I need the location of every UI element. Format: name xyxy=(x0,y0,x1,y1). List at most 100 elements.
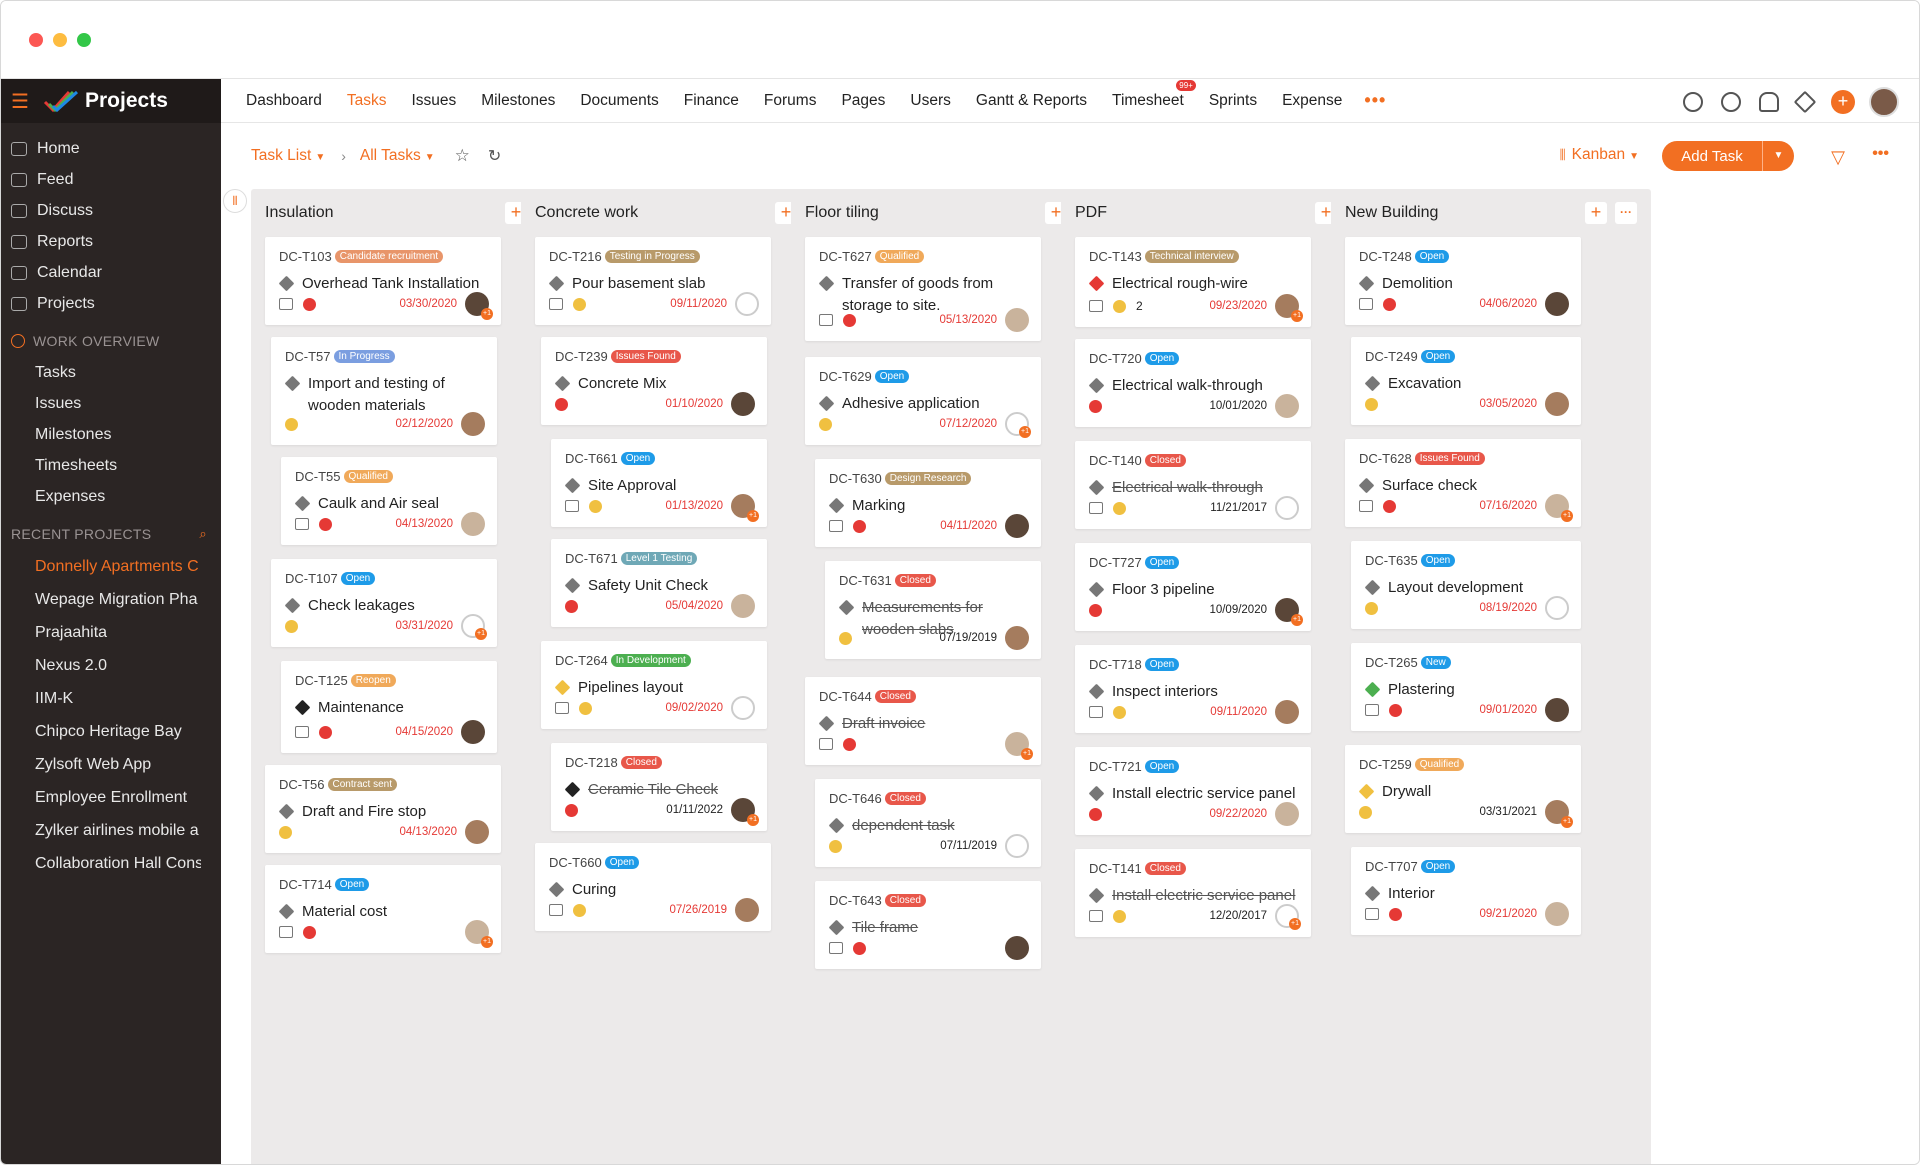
subtasks-icon[interactable] xyxy=(279,926,293,938)
task-card[interactable]: DC-T718 Open Inspect interiors 09/11/2020 xyxy=(1075,645,1311,733)
subtasks-icon[interactable] xyxy=(1365,908,1379,920)
sidebar-item-calendar[interactable]: Calendar xyxy=(1,257,221,288)
tab-users[interactable]: Users xyxy=(910,92,950,110)
task-card[interactable]: DC-T660 Open Curing 07/26/2019 xyxy=(535,843,771,931)
task-title[interactable]: Site Approval xyxy=(588,477,677,494)
status-badge[interactable]: Open xyxy=(1420,350,1456,363)
sidebar-item-reports[interactable]: Reports xyxy=(1,226,221,257)
assignee-avatar[interactable] xyxy=(735,292,759,316)
task-title[interactable]: Marking xyxy=(852,497,906,514)
assignee-avatar[interactable] xyxy=(1275,394,1299,418)
task-title[interactable]: Material cost xyxy=(302,903,388,920)
sidebar-item-projects[interactable]: Projects xyxy=(1,288,221,319)
status-badge[interactable]: Open xyxy=(1420,860,1456,873)
task-card[interactable]: DC-T707 Open Interior 09/21/2020 xyxy=(1351,847,1581,935)
status-badge[interactable]: Closed xyxy=(1144,862,1186,875)
task-card[interactable]: DC-T107 Open Check leakages 03/31/2020 +1 xyxy=(271,559,497,647)
assignee-avatar[interactable]: +1 xyxy=(1005,732,1033,760)
task-card[interactable]: DC-T727 Open Floor 3 pipeline 10/09/2020 +1 xyxy=(1075,543,1311,631)
tab-forums[interactable]: Forums xyxy=(764,92,817,110)
subtasks-icon[interactable] xyxy=(295,518,309,530)
task-card[interactable]: DC-T714 Open Material cost +1 xyxy=(265,865,501,953)
recent-project-item[interactable]: Donnelly Apartments C xyxy=(35,558,199,575)
status-badge[interactable]: Open xyxy=(1144,556,1180,569)
work-overview-heading[interactable]: WORK OVERVIEW xyxy=(1,325,221,357)
tab-dashboard[interactable]: Dashboard xyxy=(246,92,322,110)
task-title[interactable]: Surface check xyxy=(1382,477,1478,494)
status-badge[interactable]: Candidate recruitment xyxy=(334,250,444,263)
status-badge[interactable]: Testing in Progress xyxy=(604,250,700,263)
subtasks-icon[interactable] xyxy=(829,942,843,954)
task-card[interactable]: DC-T103 Candidate recruitment Overhead Tan… xyxy=(265,237,501,325)
status-badge[interactable]: In Development xyxy=(610,654,691,667)
task-title[interactable]: Caulk and Air seal xyxy=(318,495,439,512)
column-more-button[interactable]: ··· xyxy=(1615,202,1637,224)
task-card[interactable]: DC-T631 Closed Measurements for wooden sla… xyxy=(825,561,1041,659)
task-title[interactable]: Ceramic Tile Check xyxy=(588,781,719,798)
task-card[interactable]: DC-T671 Level 1 Testing Safety Unit Check 0… xyxy=(551,539,767,627)
timer-icon[interactable] xyxy=(1721,92,1741,112)
task-card[interactable]: DC-T720 Open Electrical walk-through 10/01/… xyxy=(1075,339,1311,427)
assignee-avatar[interactable]: +1 xyxy=(461,614,487,640)
task-title[interactable]: Inspect interiors xyxy=(1112,683,1218,700)
status-badge[interactable]: Qualified xyxy=(1414,758,1465,771)
more-tabs-button[interactable]: ••• xyxy=(1364,90,1387,110)
tab-expense[interactable]: Expense xyxy=(1282,92,1342,110)
assignee-avatar[interactable]: +1 xyxy=(465,292,493,320)
bell-icon[interactable] xyxy=(1759,92,1779,112)
tab-documents[interactable]: Documents xyxy=(580,92,658,110)
task-card[interactable]: DC-T55 Qualified Caulk and Air seal 04/13/2… xyxy=(281,457,497,545)
task-title[interactable]: Pour basement slab xyxy=(572,275,706,292)
task-title[interactable]: Check leakages xyxy=(308,597,415,614)
task-card[interactable]: DC-T56 Contract sent Draft and Fire stop 04… xyxy=(265,765,501,853)
subtasks-icon[interactable] xyxy=(295,726,309,738)
assignee-avatar[interactable] xyxy=(1005,308,1029,332)
status-badge[interactable]: Open xyxy=(1144,352,1180,365)
assignee-avatar[interactable] xyxy=(1545,292,1569,316)
status-badge[interactable]: Open xyxy=(604,856,640,869)
task-card[interactable]: DC-T216 Testing in Progress Pour basement … xyxy=(535,237,771,325)
task-title[interactable]: Adhesive application xyxy=(842,395,980,412)
task-title[interactable]: Electrical walk-through xyxy=(1112,377,1263,394)
status-badge[interactable]: Technical interview xyxy=(1144,250,1239,263)
task-card[interactable]: DC-T249 Open Excavation 03/05/2020 xyxy=(1351,337,1581,425)
refresh-icon[interactable]: ↻ xyxy=(487,148,502,165)
work-overview-item[interactable]: Issues xyxy=(35,395,82,412)
task-title[interactable]: Pipelines layout xyxy=(578,679,684,696)
status-badge[interactable]: Qualified xyxy=(874,250,925,263)
task-card[interactable]: DC-T629 Open Adhesive application 07/12/202… xyxy=(805,357,1041,445)
subtasks-icon[interactable] xyxy=(819,314,833,326)
add-task-dropdown-icon[interactable]: ▼ xyxy=(1762,141,1794,171)
task-title[interactable]: Safety Unit Check xyxy=(588,577,709,594)
tab-issues[interactable]: Issues xyxy=(411,92,456,110)
work-overview-item[interactable]: Expenses xyxy=(35,488,106,505)
status-badge[interactable]: Open xyxy=(874,370,910,383)
filter-icon[interactable]: ▽ xyxy=(1831,147,1845,167)
task-card[interactable]: DC-T264 In Development Pipelines layout 09/… xyxy=(541,641,767,729)
task-title[interactable]: Curing xyxy=(572,881,617,898)
recent-project-item[interactable]: Prajaahita xyxy=(35,624,108,641)
subtasks-icon[interactable] xyxy=(549,298,563,310)
subtasks-icon[interactable] xyxy=(1089,502,1103,514)
status-badge[interactable]: Design Research xyxy=(884,472,972,485)
recent-project-item[interactable]: Nexus 2.0 xyxy=(35,657,108,674)
subtasks-icon[interactable] xyxy=(829,520,843,532)
maximize-window-icon[interactable] xyxy=(77,33,91,47)
sidebar-item-discuss[interactable]: Discuss xyxy=(1,195,221,226)
assignee-avatar[interactable]: +1 xyxy=(1275,294,1303,322)
subtasks-icon[interactable] xyxy=(1359,298,1373,310)
recent-project-item[interactable]: Wepage Migration Pha xyxy=(35,591,198,608)
subtasks-icon[interactable] xyxy=(1365,704,1379,716)
assignee-avatar[interactable] xyxy=(1545,392,1569,416)
minimize-window-icon[interactable] xyxy=(53,33,67,47)
task-card[interactable]: DC-T140 Closed Electrical walk-through 11/2… xyxy=(1075,441,1311,529)
more-options-button[interactable]: ••• xyxy=(1872,145,1889,162)
task-card[interactable]: DC-T57 In Progress Import and testing of w… xyxy=(271,337,497,445)
tag-count[interactable]: 2 xyxy=(1136,299,1143,313)
collapse-lanes-icon[interactable]: ⦀ xyxy=(223,189,247,213)
tab-timesheet[interactable]: Timesheet 99+ xyxy=(1112,79,1196,110)
tab-pages[interactable]: Pages xyxy=(841,92,885,110)
status-badge[interactable]: Issues Found xyxy=(610,350,681,363)
assignee-avatar[interactable]: +1 xyxy=(1005,412,1031,438)
status-badge[interactable]: Closed xyxy=(620,756,662,769)
